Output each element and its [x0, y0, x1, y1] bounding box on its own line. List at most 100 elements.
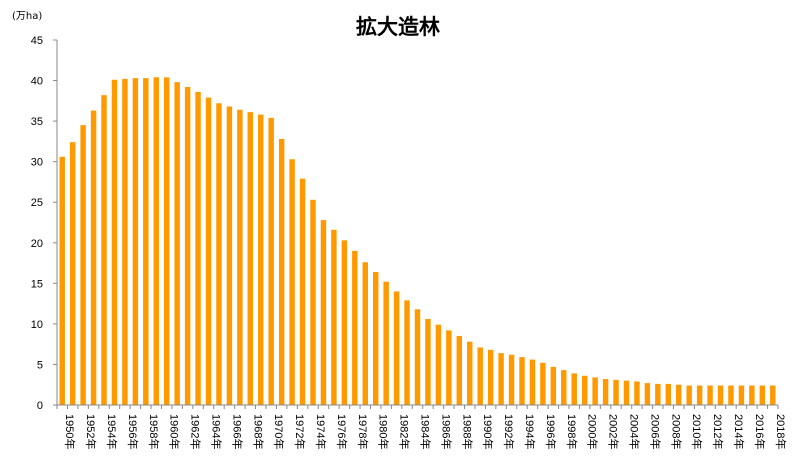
bar-1965 — [216, 103, 222, 406]
y-axis: 0 5 10 15 20 25 30 35 40 45 — [31, 35, 58, 412]
x-tick-label: 2010年 — [690, 414, 704, 449]
bar-1971 — [278, 138, 285, 405]
y-tick-label: 45 — [31, 35, 43, 47]
bar-1964 — [205, 97, 212, 405]
y-axis-unit-label: (万ha) — [12, 11, 42, 22]
x-tick-label: 1984年 — [419, 414, 433, 449]
x-tick-label: 1978年 — [356, 414, 370, 449]
bar-1951 — [69, 142, 76, 405]
y-tick-label: 10 — [31, 319, 43, 331]
x-tick-label: 1976年 — [335, 414, 349, 449]
bar-1958 — [143, 78, 149, 406]
x-tick-label: 1966年 — [230, 414, 244, 449]
bar-1952 — [80, 125, 86, 406]
x-tick-label: 2000年 — [586, 414, 600, 449]
y-tick-label: 0 — [37, 400, 43, 412]
bar-1995 — [529, 359, 536, 405]
x-tick-label: 2002年 — [607, 414, 621, 449]
y-tick-label: 35 — [31, 116, 43, 128]
x-tick-label: 1998年 — [565, 414, 579, 449]
bar-1992 — [498, 353, 504, 405]
bar-1985 — [425, 319, 431, 405]
x-tick-label: 1958年 — [147, 414, 161, 449]
bar-2015 — [738, 385, 745, 405]
bar-2009 — [676, 384, 682, 405]
bar-1979 — [362, 262, 368, 405]
bar-1977 — [341, 240, 348, 405]
bar-2013 — [717, 385, 724, 405]
y-tick-label: 5 — [37, 359, 43, 371]
bar-1981 — [383, 281, 389, 405]
x-tick-label: 1990年 — [481, 414, 495, 449]
bar-1987 — [446, 330, 452, 405]
bar-1986 — [435, 324, 442, 405]
bar-1960 — [164, 77, 170, 405]
bar-1980 — [372, 271, 379, 405]
x-tick-label: 2006年 — [648, 414, 662, 449]
bar-2005 — [634, 381, 640, 405]
bar-1955 — [111, 79, 118, 406]
bar-2003 — [613, 379, 619, 405]
x-tick-label: 1960年 — [168, 414, 182, 449]
x-tick-label: 1950年 — [63, 414, 77, 449]
x-tick-label: 1996年 — [544, 414, 558, 449]
bar-1956 — [122, 78, 128, 406]
bar-1998 — [561, 370, 567, 405]
x-tick-label: 1994年 — [523, 414, 537, 449]
bar-2000 — [581, 375, 588, 405]
bar-1993 — [508, 354, 515, 405]
y-tick-label: 15 — [31, 278, 43, 290]
bar-2014 — [728, 385, 734, 405]
bar-1982 — [393, 291, 400, 405]
bar-2008 — [665, 383, 671, 405]
bars-group — [59, 77, 776, 406]
y-tick-label: 40 — [31, 76, 43, 88]
bar-1976 — [331, 229, 337, 405]
x-tick-label: 1956年 — [126, 414, 140, 449]
x-tick-label: 1962年 — [189, 414, 203, 449]
bar-2011 — [696, 385, 703, 405]
bar-1950 — [59, 156, 65, 405]
bar-1954 — [101, 95, 107, 405]
bar-1957 — [132, 78, 139, 406]
bar-1991 — [487, 349, 494, 405]
bar-1984 — [414, 309, 421, 405]
bar-2018 — [770, 385, 776, 405]
x-tick-label: 1972年 — [293, 414, 307, 449]
bar-1988 — [456, 336, 463, 405]
bar-1972 — [289, 159, 295, 405]
bar-2017 — [759, 385, 766, 405]
x-tick-label: 1970年 — [272, 414, 286, 449]
x-tick-label: 1952年 — [84, 414, 98, 449]
bar-1967 — [237, 109, 243, 405]
y-tick-label: 30 — [31, 157, 43, 169]
x-tick-label: 2004年 — [627, 414, 641, 449]
x-tick-label: 2018年 — [774, 414, 788, 449]
bar-2007 — [655, 383, 661, 405]
chart-title: 拡大造林 — [356, 15, 440, 39]
bar-2004 — [623, 380, 630, 405]
y-tick-label: 25 — [31, 197, 43, 209]
x-tick-label: 1982年 — [398, 414, 412, 449]
bar-1961 — [174, 82, 180, 406]
bar-1996 — [540, 362, 546, 405]
x-tick-label: 1992年 — [502, 414, 516, 449]
bar-1962 — [184, 87, 191, 405]
x-tick-label: 1968年 — [251, 414, 265, 449]
x-tick-label: 1974年 — [314, 414, 328, 449]
bar-1990 — [477, 347, 483, 405]
bar-2016 — [749, 385, 755, 405]
bar-1966 — [226, 106, 233, 405]
bar-2006 — [644, 383, 651, 405]
bar-1989 — [467, 341, 473, 405]
bar-1994 — [519, 357, 525, 405]
x-tick-label: 2012年 — [711, 414, 725, 449]
bar-1969 — [258, 114, 264, 406]
x-axis: 1950年 1952年 1954年 1956年 1958年 1960年 1962年 1964年… — [56, 404, 788, 449]
bar-1997 — [550, 366, 557, 405]
bar-1968 — [247, 112, 254, 405]
x-tick-label: 1954年 — [105, 414, 119, 449]
bar-2012 — [707, 385, 713, 405]
bar-1953 — [90, 110, 97, 405]
